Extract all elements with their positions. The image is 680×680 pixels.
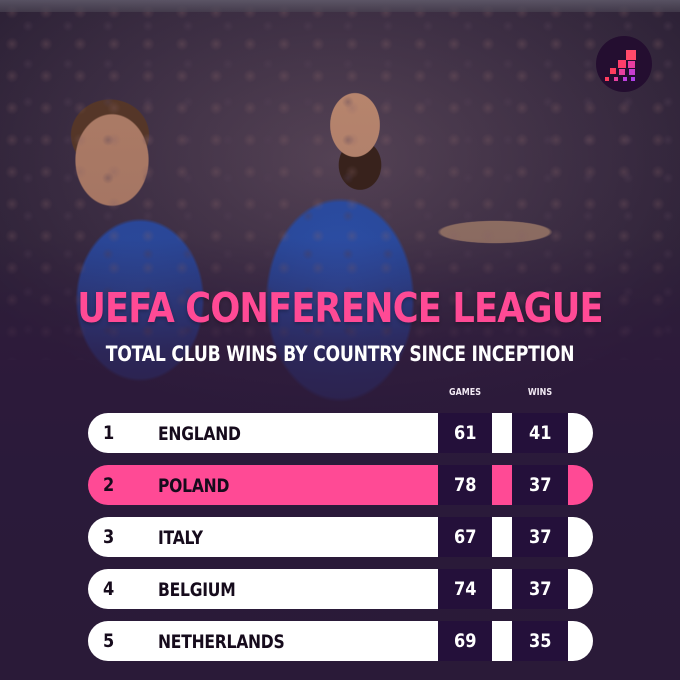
country-name: POLAND xyxy=(158,475,230,497)
country-name: ITALY xyxy=(158,527,203,549)
country-name: ENGLAND xyxy=(158,423,241,445)
row-bar xyxy=(88,517,593,557)
column-header-wins: WINS xyxy=(527,387,553,398)
wins-value: 37 xyxy=(512,569,568,609)
rank: 5 xyxy=(103,630,115,652)
rank: 4 xyxy=(103,578,115,600)
games-value: 78 xyxy=(438,465,492,505)
row-bar xyxy=(88,621,593,661)
table-row: 3 ITALY 67 37 xyxy=(88,517,593,557)
wins-value: 37 xyxy=(512,465,568,505)
rank: 3 xyxy=(103,526,115,548)
country-name: BELGIUM xyxy=(158,579,236,601)
games-value: 61 xyxy=(438,413,492,453)
table-row: 4 BELGIUM 74 37 xyxy=(88,569,593,609)
rank: 1 xyxy=(103,422,115,444)
table-row-highlighted: 2 POLAND 78 37 xyxy=(88,465,593,505)
row-bar xyxy=(88,413,593,453)
column-header-games: GAMES xyxy=(449,387,481,398)
games-value: 67 xyxy=(438,517,492,557)
page-subtitle: TOTAL CLUB WINS BY COUNTRY SINCE INCEPTI… xyxy=(105,342,575,366)
wins-value: 41 xyxy=(512,413,568,453)
rank: 2 xyxy=(103,474,115,496)
bar-steps-logo-icon xyxy=(596,36,652,92)
games-value: 69 xyxy=(438,621,492,661)
country-name: NETHERLANDS xyxy=(158,631,285,653)
row-bar xyxy=(88,569,593,609)
table-row: 1 ENGLAND 61 41 xyxy=(88,413,593,453)
games-value: 74 xyxy=(438,569,492,609)
row-bar xyxy=(88,465,593,505)
wins-value: 37 xyxy=(512,517,568,557)
table-row: 5 NETHERLANDS 69 35 xyxy=(88,621,593,661)
wins-value: 35 xyxy=(512,621,568,661)
page-title: UEFA CONFERENCE LEAGUE xyxy=(77,284,603,332)
